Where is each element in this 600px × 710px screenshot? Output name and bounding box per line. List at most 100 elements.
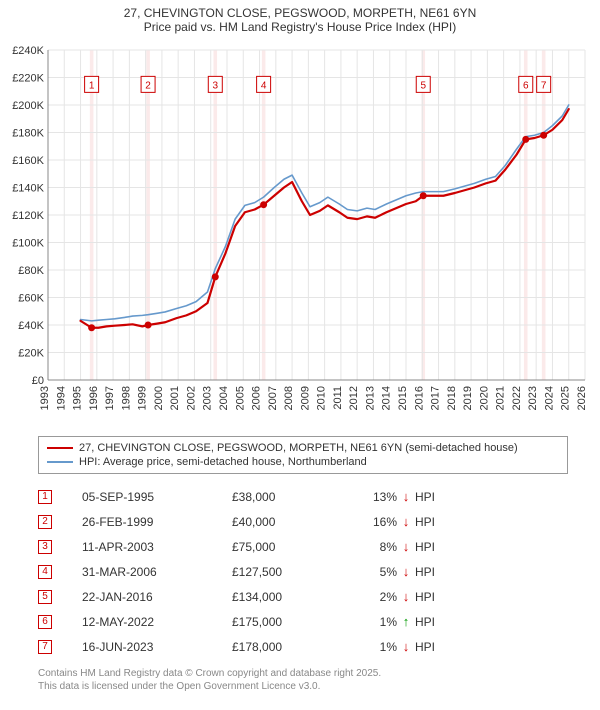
svg-text:£80K: £80K	[18, 265, 44, 277]
svg-text:3: 3	[213, 80, 219, 91]
svg-text:£20K: £20K	[18, 348, 44, 360]
event-date: 11-APR-2003	[82, 540, 232, 554]
svg-text:1993: 1993	[39, 386, 51, 410]
svg-text:£180K: £180K	[12, 128, 44, 140]
svg-text:2016: 2016	[413, 386, 425, 410]
price-chart-svg: £0£20K£40K£60K£80K£100K£120K£140K£160K£1…	[10, 40, 590, 430]
svg-text:£220K: £220K	[12, 73, 44, 85]
svg-text:£140K: £140K	[12, 183, 44, 195]
event-hpi-label: HPI	[415, 590, 435, 604]
svg-text:2000: 2000	[153, 386, 165, 410]
svg-text:2017: 2017	[430, 386, 442, 410]
event-marker: 4	[38, 565, 52, 579]
event-marker: 1	[38, 490, 52, 504]
event-date: 12-MAY-2022	[82, 615, 232, 629]
svg-text:4: 4	[261, 80, 267, 91]
svg-text:7: 7	[541, 80, 547, 91]
svg-text:2012: 2012	[348, 386, 360, 410]
legend-swatch	[47, 447, 73, 449]
event-date: 05-SEP-1995	[82, 490, 232, 504]
svg-text:2005: 2005	[234, 386, 246, 410]
chart-legend: 27, CHEVINGTON CLOSE, PEGSWOOD, MORPETH,…	[38, 436, 568, 474]
event-pct: 1%	[347, 615, 397, 629]
event-date: 31-MAR-2006	[82, 565, 232, 579]
event-price: £75,000	[232, 540, 347, 554]
svg-text:£60K: £60K	[18, 293, 44, 305]
svg-text:2014: 2014	[381, 386, 393, 410]
event-pct: 8%	[347, 540, 397, 554]
event-row: 226-FEB-1999£40,00016%↓HPI	[38, 509, 568, 534]
event-pct: 5%	[347, 565, 397, 579]
event-hpi-label: HPI	[415, 565, 435, 579]
event-row: 431-MAR-2006£127,5005%↓HPI	[38, 559, 568, 584]
event-marker: 7	[38, 640, 52, 654]
legend-label: 27, CHEVINGTON CLOSE, PEGSWOOD, MORPETH,…	[79, 442, 518, 454]
svg-text:2021: 2021	[495, 386, 507, 410]
svg-text:5: 5	[420, 80, 426, 91]
svg-text:£0: £0	[32, 375, 44, 387]
svg-text:2007: 2007	[267, 386, 279, 410]
footer-line-1: Contains HM Land Registry data © Crown c…	[38, 667, 590, 680]
price-chart: £0£20K£40K£60K£80K£100K£120K£140K£160K£1…	[10, 40, 590, 430]
svg-text:2: 2	[145, 80, 151, 91]
event-date: 22-JAN-2016	[82, 590, 232, 604]
svg-text:2004: 2004	[218, 386, 230, 410]
svg-text:2001: 2001	[169, 386, 181, 410]
event-hpi-label: HPI	[415, 640, 435, 654]
svg-text:£120K: £120K	[12, 210, 44, 222]
arrow-down-icon: ↓	[397, 639, 415, 654]
svg-text:2023: 2023	[527, 386, 539, 410]
sale-events-table: 105-SEP-1995£38,00013%↓HPI226-FEB-1999£4…	[38, 484, 568, 659]
svg-text:£40K: £40K	[18, 320, 44, 332]
svg-text:6: 6	[523, 80, 529, 91]
svg-text:2019: 2019	[462, 386, 474, 410]
svg-text:2015: 2015	[397, 386, 409, 410]
event-price: £175,000	[232, 615, 347, 629]
event-marker: 3	[38, 540, 52, 554]
event-hpi-label: HPI	[415, 515, 435, 529]
event-date: 26-FEB-1999	[82, 515, 232, 529]
event-row: 522-JAN-2016£134,0002%↓HPI	[38, 584, 568, 609]
event-row: 311-APR-2003£75,0008%↓HPI	[38, 534, 568, 559]
svg-text:2018: 2018	[446, 386, 458, 410]
footer-attribution: Contains HM Land Registry data © Crown c…	[38, 667, 590, 693]
svg-text:2009: 2009	[299, 386, 311, 410]
legend-row: 27, CHEVINGTON CLOSE, PEGSWOOD, MORPETH,…	[47, 441, 559, 455]
svg-text:1997: 1997	[104, 386, 116, 410]
event-price: £127,500	[232, 565, 347, 579]
svg-text:2002: 2002	[185, 386, 197, 410]
chart-title-block: 27, CHEVINGTON CLOSE, PEGSWOOD, MORPETH,…	[0, 0, 600, 36]
svg-text:2022: 2022	[511, 386, 523, 410]
event-price: £40,000	[232, 515, 347, 529]
svg-text:2008: 2008	[283, 386, 295, 410]
title-line-1: 27, CHEVINGTON CLOSE, PEGSWOOD, MORPETH,…	[10, 6, 590, 20]
svg-text:2025: 2025	[560, 386, 572, 410]
arrow-down-icon: ↓	[397, 514, 415, 529]
event-row: 612-MAY-2022£175,0001%↑HPI	[38, 609, 568, 634]
svg-text:1998: 1998	[120, 386, 132, 410]
event-hpi-label: HPI	[415, 540, 435, 554]
arrow-down-icon: ↓	[397, 489, 415, 504]
svg-text:£200K: £200K	[12, 100, 44, 112]
arrow-down-icon: ↓	[397, 589, 415, 604]
event-price: £38,000	[232, 490, 347, 504]
svg-text:2013: 2013	[364, 386, 376, 410]
svg-text:2011: 2011	[332, 386, 344, 410]
event-hpi-label: HPI	[415, 615, 435, 629]
svg-text:£240K: £240K	[12, 45, 44, 57]
event-pct: 16%	[347, 515, 397, 529]
svg-text:1999: 1999	[137, 386, 149, 410]
svg-text:2020: 2020	[478, 386, 490, 410]
footer-line-2: This data is licensed under the Open Gov…	[38, 680, 590, 693]
svg-text:£160K: £160K	[12, 155, 44, 167]
arrow-up-icon: ↑	[397, 614, 415, 629]
event-pct: 1%	[347, 640, 397, 654]
event-row: 716-JUN-2023£178,0001%↓HPI	[38, 634, 568, 659]
event-row: 105-SEP-1995£38,00013%↓HPI	[38, 484, 568, 509]
svg-text:2026: 2026	[576, 386, 588, 410]
event-price: £134,000	[232, 590, 347, 604]
event-price: £178,000	[232, 640, 347, 654]
svg-text:2003: 2003	[202, 386, 214, 410]
event-marker: 5	[38, 590, 52, 604]
legend-row: HPI: Average price, semi-detached house,…	[47, 455, 559, 469]
